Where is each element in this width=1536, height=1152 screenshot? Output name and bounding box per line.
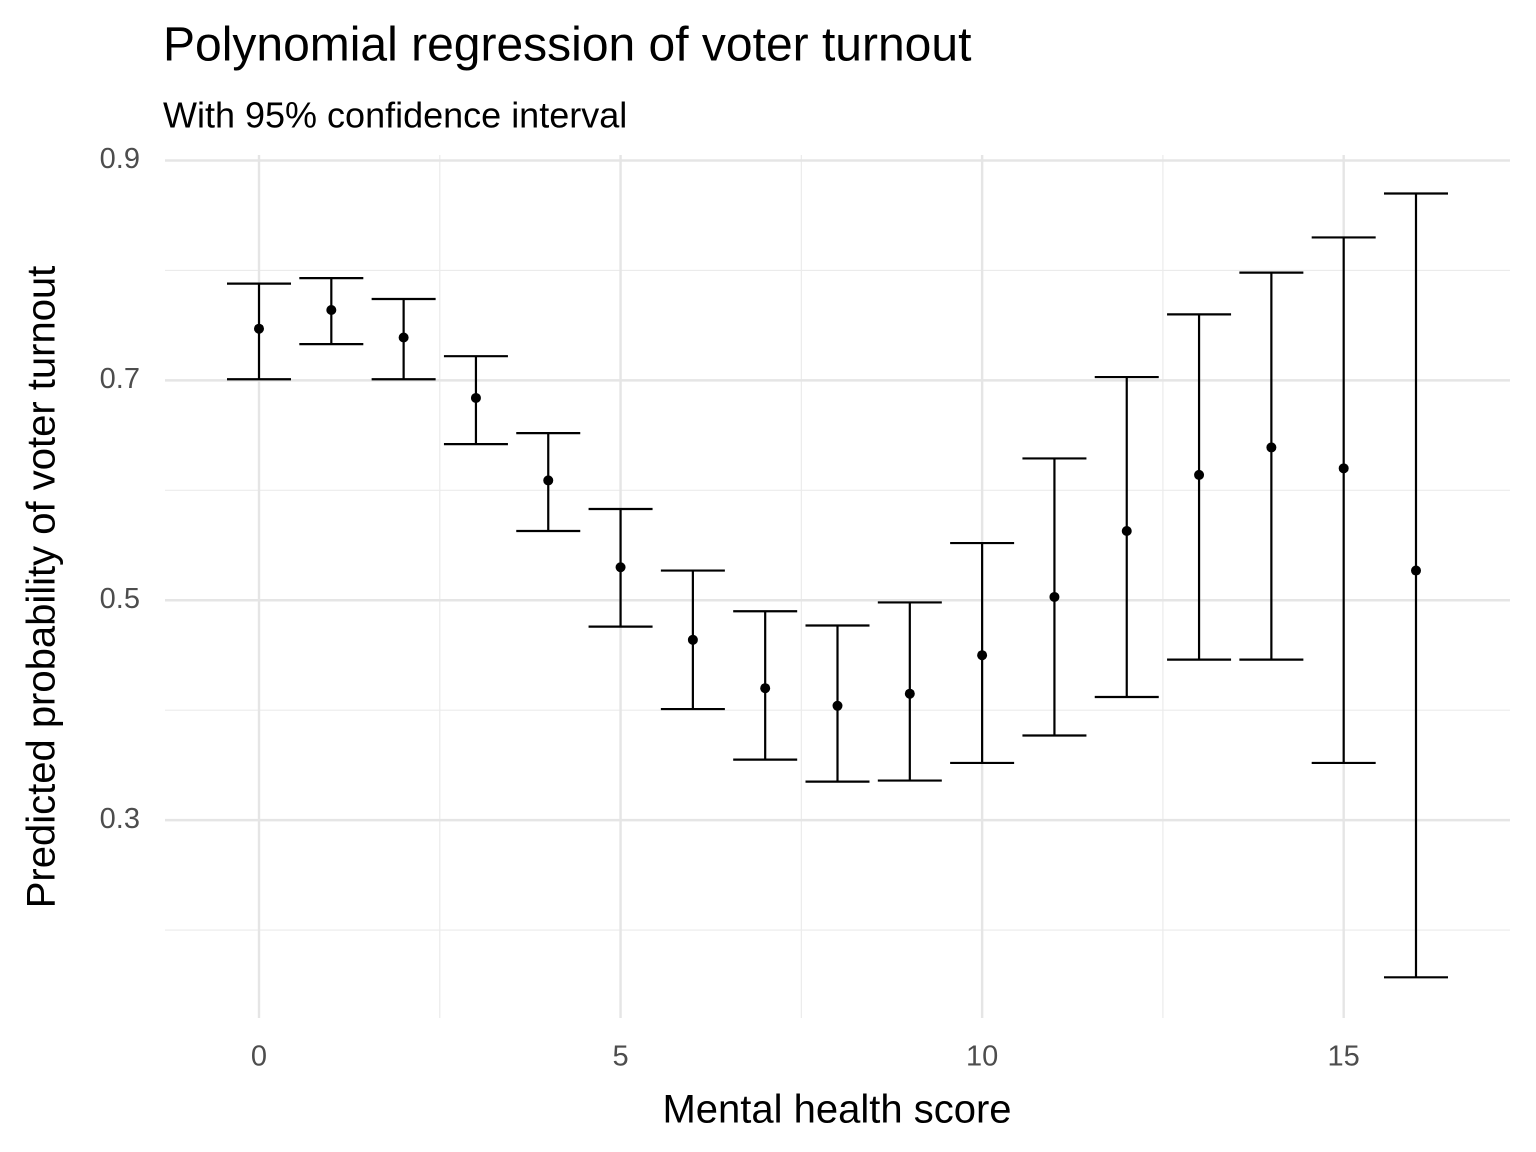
x-tick-label: 15 [1328,1041,1360,1073]
point [977,650,988,661]
point [1049,591,1060,602]
point [543,475,554,486]
y-axis-title: Predicted probability of voter turnout [20,266,64,909]
point [1338,463,1349,474]
point [832,700,843,711]
x-tick-label: 10 [966,1041,998,1073]
y-tick-label: 0.5 [100,583,140,615]
point [398,332,409,343]
point [1194,469,1205,480]
chart-subtitle: With 95% confidence interval [163,95,627,136]
chart-title: Polynomial regression of voter turnout [163,19,971,72]
point [254,323,265,334]
y-tick-label: 0.9 [100,143,140,175]
point [470,392,481,403]
y-tick-label: 0.7 [100,363,140,395]
point [904,688,915,699]
x-tick-label: 5 [612,1041,628,1073]
point [1266,442,1277,453]
y-tick-label: 0.3 [100,803,140,835]
point [1410,565,1421,576]
point [760,683,771,694]
point [1121,525,1132,536]
point [326,305,337,316]
point [615,562,626,573]
x-axis-title: Mental health score [662,1088,1011,1132]
point [687,634,698,645]
x-tick-label: 0 [251,1041,267,1073]
